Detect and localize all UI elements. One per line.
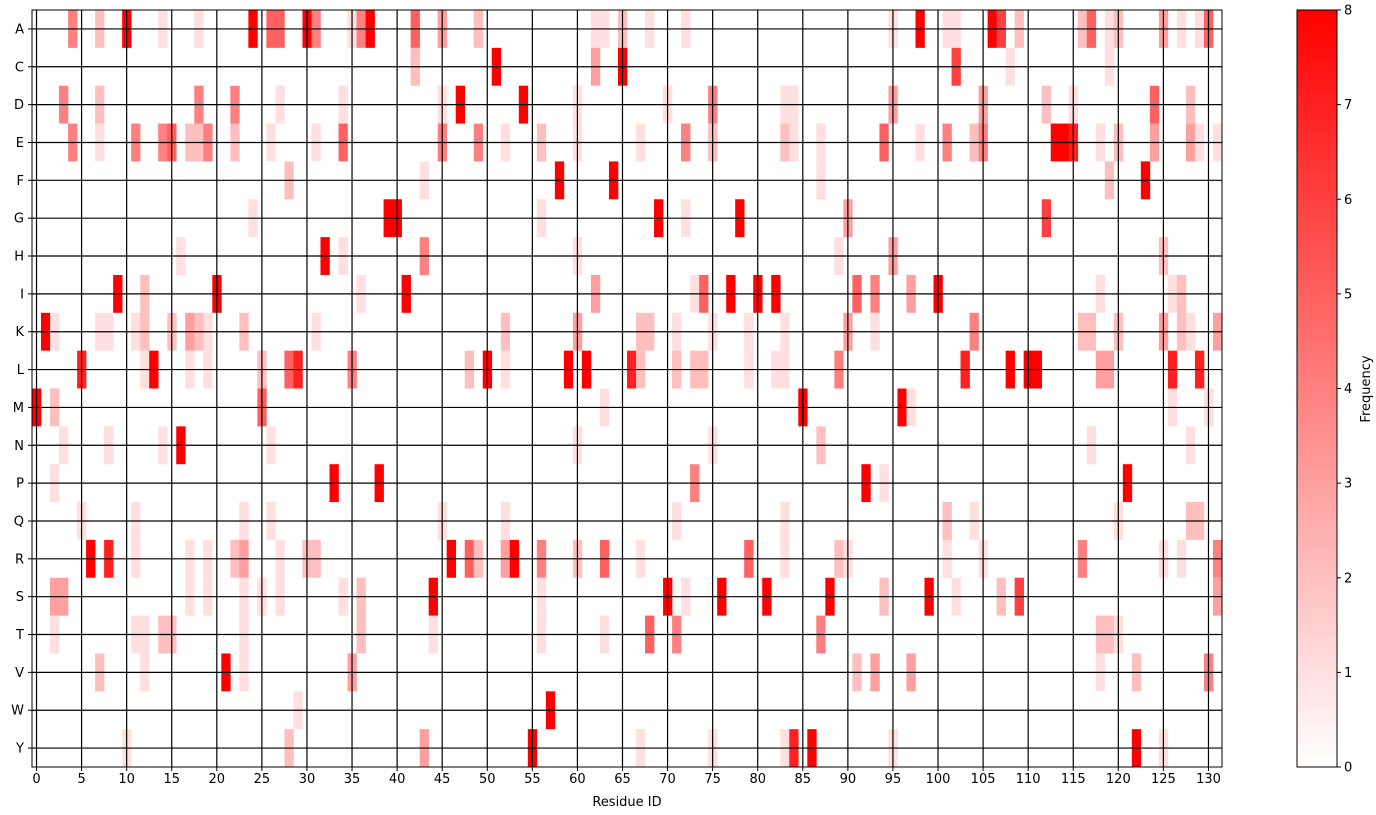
x-tick-label: 10 xyxy=(118,772,135,787)
colorbar xyxy=(1296,9,1338,768)
x-tick-label: 130 xyxy=(1196,772,1221,787)
x-tick-label: 70 xyxy=(659,772,676,787)
x-tick-label: 30 xyxy=(299,772,316,787)
x-axis: 0 5 10 15 20 25 30 35 40 45 50 55 60 65 70 75 80 85 90 95 10… xyxy=(32,767,1221,787)
y-tick-label: Q xyxy=(14,514,24,529)
y-tick-label: E xyxy=(16,136,24,151)
x-tick-label: 95 xyxy=(885,772,902,787)
x-tick-label: 15 xyxy=(163,772,180,787)
y-tick-label: C xyxy=(15,60,24,75)
x-tick-label: 90 xyxy=(840,772,857,787)
x-tick-label: 80 xyxy=(749,772,766,787)
heatmap-cells xyxy=(32,10,1223,767)
x-tick-label: 40 xyxy=(389,772,406,787)
y-tick-label: G xyxy=(14,212,24,227)
grid-lines xyxy=(32,10,1222,767)
x-tick-label: 0 xyxy=(32,772,40,787)
y-tick-label: V xyxy=(15,666,24,681)
y-tick-label: I xyxy=(20,287,24,302)
colorbar-tick-label: 8 xyxy=(1344,4,1352,19)
y-axis: A C D E F G H I K L M N P Q R S T V W Y xyxy=(11,22,32,757)
x-tick-label: 110 xyxy=(1016,772,1041,787)
x-tick-label: 85 xyxy=(795,772,812,787)
colorbar-tick-label: 5 xyxy=(1344,287,1352,302)
y-tick-label: H xyxy=(14,250,24,265)
x-tick-label: 125 xyxy=(1151,772,1176,787)
y-tick-label: K xyxy=(15,325,24,340)
y-tick-label: N xyxy=(14,439,24,454)
x-tick-label: 100 xyxy=(926,772,951,787)
x-tick-label: 120 xyxy=(1106,772,1131,787)
y-tick-label: L xyxy=(17,363,25,378)
y-tick-label: Y xyxy=(15,742,24,757)
y-tick-label: D xyxy=(14,98,24,113)
colorbar-tick-label: 6 xyxy=(1344,193,1352,208)
x-tick-label: 20 xyxy=(209,772,226,787)
colorbar-tick-label: 1 xyxy=(1344,666,1352,681)
y-tick-label: R xyxy=(15,552,24,567)
y-tick-label: F xyxy=(17,174,24,189)
y-tick-label: T xyxy=(15,628,24,643)
x-tick-label: 5 xyxy=(77,772,85,787)
colorbar-label: Frequency xyxy=(1359,355,1374,422)
x-tick-label: 115 xyxy=(1061,772,1086,787)
colorbar-tick-label: 0 xyxy=(1344,761,1352,776)
y-tick-label: W xyxy=(11,704,24,719)
y-tick-label: S xyxy=(16,590,24,605)
y-tick-label: P xyxy=(16,477,24,492)
colorbar-tick-label: 2 xyxy=(1344,571,1352,586)
x-tick-label: 105 xyxy=(971,772,996,787)
x-tick-label: 50 xyxy=(479,772,496,787)
x-tick-label: 55 xyxy=(524,772,541,787)
colorbar-tick-label: 4 xyxy=(1344,382,1352,397)
colorbar-tick-label: 3 xyxy=(1344,477,1352,492)
plot-frame xyxy=(31,9,1223,768)
x-tick-label: 75 xyxy=(704,772,721,787)
colorbar-tick-label: 7 xyxy=(1344,98,1352,113)
x-tick-label: 35 xyxy=(344,772,361,787)
y-tick-label: A xyxy=(15,22,24,37)
x-tick-label: 65 xyxy=(614,772,631,787)
x-tick-label: 45 xyxy=(434,772,451,787)
y-tick-label: M xyxy=(13,401,24,416)
colorbar-axis: 0 1 2 3 4 5 6 7 8 xyxy=(1337,4,1352,776)
x-tick-label: 60 xyxy=(569,772,586,787)
x-axis-label: Residue ID xyxy=(592,795,661,810)
x-tick-label: 25 xyxy=(254,772,271,787)
